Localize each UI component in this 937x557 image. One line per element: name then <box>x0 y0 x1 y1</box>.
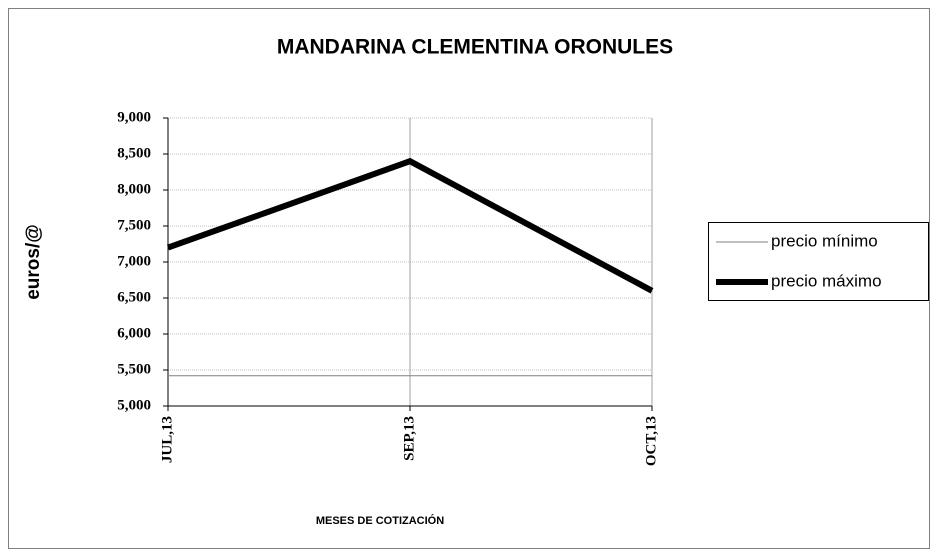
series-line <box>166 157 654 294</box>
y-tick-label: 9,000 <box>117 109 151 125</box>
y-tick-label: 5,000 <box>117 397 151 413</box>
y-axis-title: euros/@ <box>23 224 44 300</box>
legend-label: precio mínimo <box>771 231 878 250</box>
x-axis-title: MESES DE COTIZACIÓN <box>316 514 444 527</box>
chart-title: MANDARINA CLEMENTINA ORONULES <box>277 36 673 59</box>
legend-label: precio máximo <box>771 271 882 290</box>
y-tick-label: 7,000 <box>117 253 151 269</box>
y-tick-label: 8,000 <box>117 181 151 197</box>
x-tick-label: OCT,13 <box>643 416 659 466</box>
y-tick-label: 7,500 <box>117 217 151 233</box>
x-tick-label: JUL,13 <box>159 416 175 463</box>
x-tick-label: SEP,13 <box>401 416 417 461</box>
y-tick-label: 5,500 <box>117 361 151 377</box>
legend-box <box>708 222 929 301</box>
y-tick-label: 8,500 <box>117 145 151 161</box>
y-tick-label: 6,000 <box>117 325 151 341</box>
y-tick-label: 6,500 <box>117 289 151 305</box>
